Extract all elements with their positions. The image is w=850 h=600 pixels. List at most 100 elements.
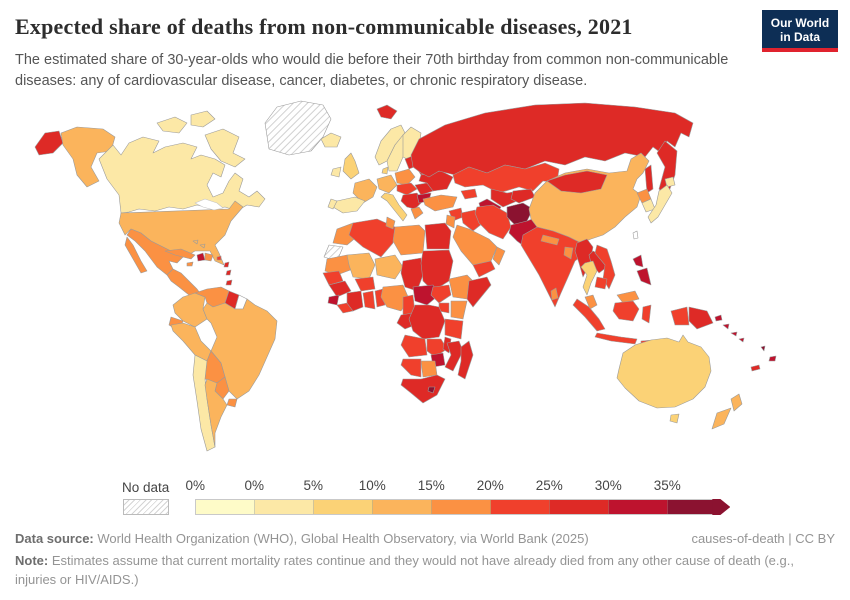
country-nepal[interactable] — [540, 234, 560, 246]
country-nigeria[interactable] — [380, 284, 410, 312]
country-czechia-hungary[interactable] — [396, 182, 418, 196]
legend-bin-6[interactable] — [550, 500, 610, 514]
country-italy[interactable] — [380, 192, 408, 222]
country-uruguay[interactable] — [226, 398, 238, 408]
country-germany[interactable] — [376, 174, 398, 194]
country-japan[interactable] — [647, 184, 673, 224]
country-cambodia[interactable] — [594, 276, 608, 290]
country-madagascar[interactable] — [457, 340, 474, 380]
country-thailand[interactable] — [580, 260, 598, 296]
country-bahamas[interactable] — [199, 243, 206, 249]
country-portugal[interactable] — [327, 198, 338, 210]
country-new-zealand-north[interactable] — [730, 393, 743, 412]
legend-bin-7[interactable] — [609, 500, 669, 514]
country-egypt[interactable] — [424, 222, 452, 250]
country-peru[interactable] — [170, 322, 212, 362]
country-bahamas[interactable] — [192, 239, 199, 245]
country-mexico-baja[interactable] — [124, 236, 148, 274]
country-solomon-islands[interactable] — [730, 331, 738, 337]
country-angola[interactable] — [400, 334, 428, 358]
country-ireland[interactable] — [330, 166, 342, 178]
country-sierra-leone[interactable] — [327, 294, 340, 306]
country-namibia[interactable] — [400, 358, 422, 378]
country-mauritania[interactable] — [324, 254, 354, 276]
country-india[interactable] — [520, 226, 586, 308]
country-niger[interactable] — [374, 254, 404, 280]
country-mongolia[interactable] — [546, 170, 608, 194]
legend-bin-1[interactable] — [255, 500, 315, 514]
country-iceland[interactable] — [320, 132, 342, 148]
country-greenland[interactable] — [264, 100, 332, 156]
world-map[interactable] — [25, 95, 835, 470]
country-australia[interactable] — [616, 334, 712, 409]
country-indonesia-java[interactable] — [594, 332, 638, 345]
legend-bin-3[interactable] — [373, 500, 433, 514]
country-oman[interactable] — [492, 246, 506, 266]
country-sri-lanka[interactable] — [550, 287, 559, 301]
country-indonesia-papua[interactable] — [670, 306, 690, 326]
country-mozambique[interactable] — [444, 340, 464, 372]
country-philippines-south[interactable] — [636, 267, 652, 286]
country-trinidad[interactable] — [225, 279, 233, 286]
legend-bin-4[interactable] — [432, 500, 492, 514]
country-philippines-north[interactable] — [632, 254, 644, 268]
country-spain[interactable] — [332, 196, 366, 214]
country-guinea[interactable] — [328, 280, 352, 298]
country-indonesia-sulawesi[interactable] — [641, 304, 652, 324]
legend-bin-5[interactable] — [491, 500, 551, 514]
country-kyrgyzstan-tajikistan[interactable] — [510, 188, 536, 204]
country-cote-divoire[interactable] — [346, 290, 364, 312]
country-caucasus[interactable] — [460, 188, 478, 200]
country-indonesia-borneo[interactable] — [612, 300, 640, 322]
country-lesser-antilles[interactable] — [225, 269, 232, 276]
country-argentina[interactable] — [204, 378, 228, 448]
legend-bin-2[interactable] — [314, 500, 374, 514]
country-indonesia-sumatra[interactable] — [572, 298, 606, 332]
country-fiji[interactable] — [768, 355, 777, 362]
country-turkey[interactable] — [422, 194, 458, 212]
country-canada-arctic-island[interactable] — [156, 116, 188, 134]
country-cuba[interactable] — [164, 248, 196, 260]
country-france[interactable] — [352, 178, 378, 204]
country-dominican-republic[interactable] — [204, 252, 214, 262]
attribution[interactable]: causes-of-death | CC BY — [691, 531, 835, 546]
owid-logo[interactable]: Our World in Data — [762, 10, 838, 52]
country-algeria[interactable] — [348, 218, 396, 258]
country-puerto-rico[interactable] — [216, 255, 222, 261]
country-png-islands[interactable] — [714, 314, 723, 322]
country-iran[interactable] — [474, 204, 512, 240]
country-japan-hokkaido[interactable] — [664, 176, 676, 188]
country-mali[interactable] — [346, 252, 376, 280]
country-burkina-faso[interactable] — [354, 276, 376, 292]
country-bangladesh[interactable] — [563, 246, 574, 260]
country-canada-arctic-island[interactable] — [190, 110, 216, 128]
country-lesser-antilles[interactable] — [223, 261, 230, 268]
country-vanuatu[interactable] — [760, 345, 766, 352]
country-south-africa[interactable] — [400, 374, 446, 404]
country-mexico[interactable] — [126, 228, 184, 276]
country-lesotho[interactable] — [427, 386, 436, 394]
country-yemen[interactable] — [472, 260, 496, 278]
country-denmark[interactable] — [381, 166, 389, 175]
country-poland[interactable] — [394, 168, 416, 186]
legend-bin-0[interactable] — [196, 500, 256, 514]
country-tunisia[interactable] — [385, 216, 396, 230]
country-dr-congo[interactable] — [408, 304, 446, 340]
legend-no-data[interactable]: No data — [122, 480, 169, 515]
country-vietnam[interactable] — [594, 244, 616, 290]
country-ghana[interactable] — [362, 290, 376, 310]
country-united-kingdom[interactable] — [342, 152, 360, 180]
country-zambia[interactable] — [426, 338, 448, 358]
country-botswana[interactable] — [420, 360, 438, 378]
country-malaysia-borneo[interactable] — [616, 290, 640, 304]
country-taiwan[interactable] — [632, 230, 639, 240]
country-solomon-islands[interactable] — [738, 337, 745, 343]
country-sakhalin-russia[interactable] — [644, 164, 654, 194]
country-canada-baffin-island[interactable] — [204, 128, 246, 168]
country-new-caledonia[interactable] — [750, 364, 761, 372]
country-novaya-zemlya[interactable] — [376, 104, 398, 120]
country-south-sudan[interactable] — [430, 284, 452, 304]
country-alaska-usa[interactable] — [60, 126, 116, 188]
country-russia-chukotka[interactable] — [34, 130, 64, 156]
country-tanzania[interactable] — [444, 318, 464, 340]
